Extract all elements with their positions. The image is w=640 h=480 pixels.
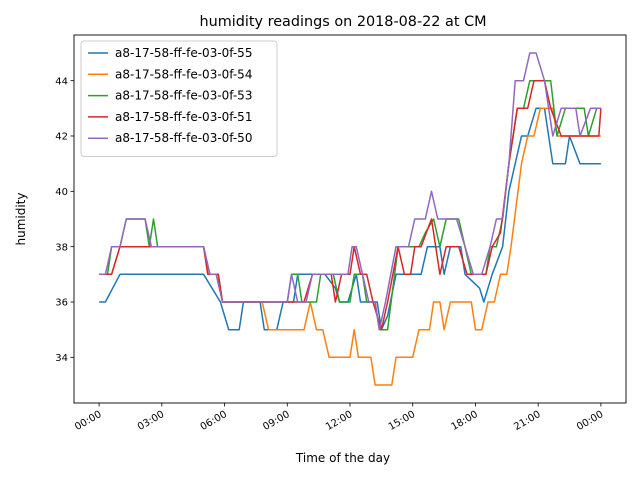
x-tick-label: 12:00 xyxy=(324,409,354,433)
y-tick-label: 42 xyxy=(55,132,68,143)
series-line-5 xyxy=(99,52,601,331)
x-tick-label: 15:00 xyxy=(387,409,417,433)
legend: a8-17-58-ff-fe-03-0f-55 a8-17-58-ff-fe-03… xyxy=(80,40,278,157)
x-axis-label: Time of the day xyxy=(295,451,390,465)
x-tick-label: 06:00 xyxy=(199,409,229,433)
series-layer xyxy=(99,52,602,386)
y-axis-label: humidity xyxy=(14,193,28,246)
legend-entry: a8-17-58-ff-fe-03-0f-51 xyxy=(115,110,252,124)
legend-entry: a8-17-58-ff-fe-03-0f-53 xyxy=(115,89,252,103)
x-axis: 00:00 03:00 06:00 09:00 12:00 15:00 18:00 21:00… xyxy=(73,403,605,433)
x-tick-label: 00:00 xyxy=(575,409,605,433)
x-tick-label: 21:00 xyxy=(512,409,542,433)
y-tick-label: 34 xyxy=(55,353,68,364)
legend-entry: a8-17-58-ff-fe-03-0f-54 xyxy=(115,67,252,81)
x-tick-label: 00:00 xyxy=(73,409,103,433)
x-tick-label: 09:00 xyxy=(261,409,291,433)
legend-entry: a8-17-58-ff-fe-03-0f-50 xyxy=(115,131,252,145)
y-tick-label: 38 xyxy=(55,242,68,253)
legend-box xyxy=(80,40,278,157)
y-tick-label: 44 xyxy=(55,76,68,87)
legend-entry: a8-17-58-ff-fe-03-0f-55 xyxy=(115,46,252,60)
y-tick-label: 40 xyxy=(55,187,68,198)
x-tick-label: 03:00 xyxy=(136,409,166,433)
x-tick-label: 18:00 xyxy=(449,409,479,433)
y-tick-label: 36 xyxy=(55,298,68,309)
y-axis: 34 36 38 40 42 44 xyxy=(55,76,74,364)
chart-title: humidity readings on 2018-08-22 at CM xyxy=(199,14,486,30)
